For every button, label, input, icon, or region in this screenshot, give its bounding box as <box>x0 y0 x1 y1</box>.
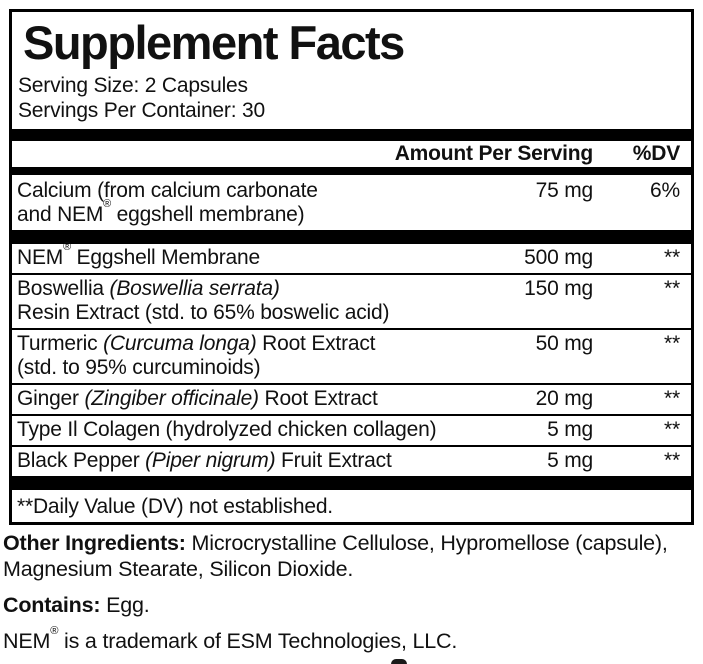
trademark-note: NEM® is a trademark of ESM Technologies,… <box>3 624 458 653</box>
dv-value: ** <box>664 418 680 441</box>
ingredient-name: Boswellia (Boswellia serrata) Resin Extra… <box>17 277 390 324</box>
ingredient-rows: Calcium (from calcium carbonate and NEM® … <box>12 175 691 490</box>
serving-info: Serving Size: 2 Capsules Servings Per Co… <box>18 73 691 123</box>
amount-value: 500 mg <box>524 246 593 269</box>
ingredient-row: Ginger (Zingiber officinale) Root Extrac… <box>12 385 691 416</box>
servings-per-container: Servings Per Container: 30 <box>18 99 265 122</box>
serving-size: Serving Size: 2 Capsules <box>18 74 248 97</box>
other-ingredients-text: Microcrystalline Cellulose, Hypromellose… <box>3 531 668 581</box>
amount-value: 5 mg <box>547 449 593 472</box>
dv-header: %DV <box>632 142 680 165</box>
amount-value: 75 mg <box>535 179 594 202</box>
panel-title: Supplement Facts <box>23 16 405 69</box>
ingredient-name: Ginger (Zingiber officinale) Root Extrac… <box>17 387 378 410</box>
amount-value: 150 mg <box>524 277 593 300</box>
ingredient-row: Boswellia (Boswellia serrata) Resin Extra… <box>12 275 691 330</box>
amount-value: 20 mg <box>535 387 594 410</box>
dv-value: ** <box>664 246 680 269</box>
ingredient-row: NEM® Eggshell Membrane 500 mg ** <box>12 241 691 275</box>
divider-bar-medium <box>12 167 691 175</box>
other-ingredients-label: Other Ingredients: <box>3 531 186 555</box>
contains-statement: Contains: Egg. <box>3 592 685 618</box>
ingredient-name: Black Pepper (Piper nigrum) Fruit Extrac… <box>17 449 392 472</box>
ingredient-row: Black Pepper (Piper nigrum) Fruit Extrac… <box>12 447 691 476</box>
ingredient-name: Calcium (from calcium carbonate and NEM® … <box>17 179 318 226</box>
ingredient-name: Turmeric (Curcuma longa) Root Extract (st… <box>17 332 376 379</box>
contains-label: Contains: <box>3 593 101 617</box>
ingredient-name: NEM® Eggshell Membrane <box>17 241 260 269</box>
ingredient-name: Type Il Colagen (hydrolyzed chicken coll… <box>17 418 437 441</box>
ingredient-row: Type Il Colagen (hydrolyzed chicken coll… <box>12 416 691 447</box>
ingredient-row: Calcium (from calcium carbonate and NEM® … <box>12 175 691 230</box>
cropped-artifact <box>391 659 407 664</box>
table-header: Amount Per Serving %DV <box>12 141 691 167</box>
dv-value: ** <box>664 277 680 300</box>
dv-footnote: **Daily Value (DV) not established. <box>17 495 333 518</box>
contains-text: Egg. <box>100 593 150 617</box>
dv-value: 6% <box>650 179 680 202</box>
dv-value: ** <box>664 449 680 472</box>
supplement-facts-panel: Supplement Facts Serving Size: 2 Capsule… <box>9 9 694 525</box>
section-divider-bar <box>12 476 691 490</box>
amount-value: 50 mg <box>535 332 594 355</box>
amount-value: 5 mg <box>547 418 593 441</box>
amount-per-serving-header: Amount Per Serving <box>394 142 593 165</box>
dv-value: ** <box>664 332 680 355</box>
divider-bar-thick <box>12 129 691 141</box>
section-divider-bar <box>12 230 691 244</box>
ingredient-row: Turmeric (Curcuma longa) Root Extract (st… <box>12 330 691 385</box>
other-ingredients: Other Ingredients: Microcrystalline Cell… <box>3 530 685 582</box>
dv-value: ** <box>664 387 680 410</box>
